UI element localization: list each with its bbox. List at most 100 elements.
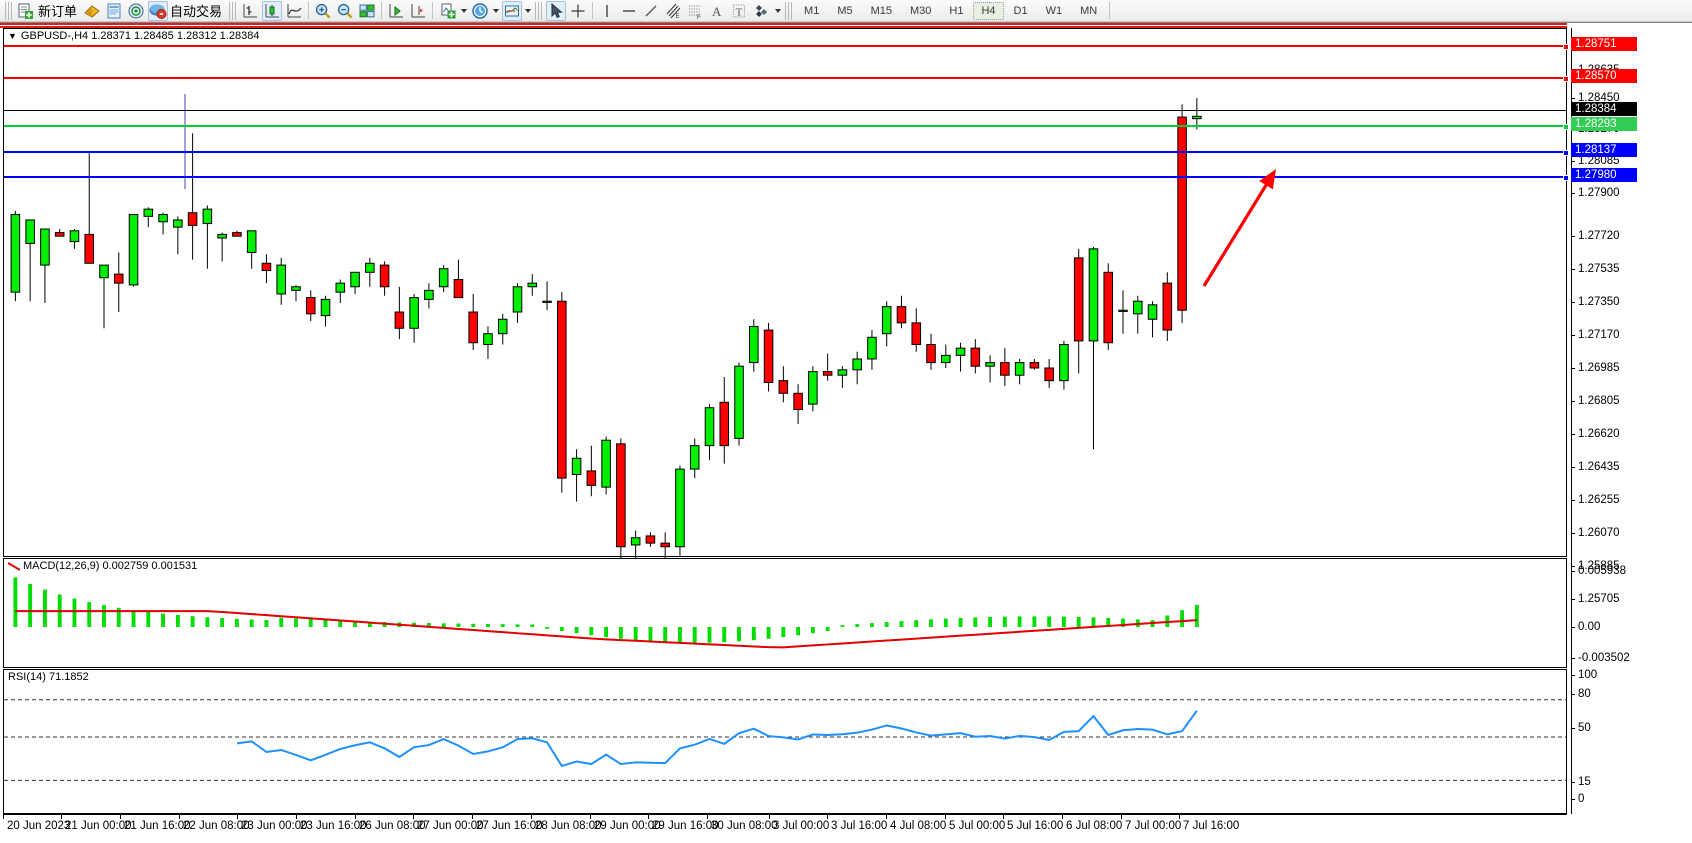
bar-chart-icon[interactable] [240,1,260,21]
fibonacci-icon[interactable]: F [685,1,705,21]
candlestick [453,259,464,299]
timeframe-group: M1 M5 M15 M30 H1 H4 D1 W1 MN [795,1,1106,20]
macd-legend-icon [8,562,20,571]
timeframe-button-mn[interactable]: MN [1080,4,1098,17]
scale-axis-line [1571,28,1572,814]
level-handle[interactable] [1563,150,1569,156]
scale-tick [1571,368,1575,369]
scale-tick-label: 1.28450 [1578,92,1620,104]
shapes-dropdown[interactable] [751,1,782,21]
level-line-1.27980[interactable] [4,175,1569,181]
templates-icon[interactable] [502,0,523,21]
timeframe-button-w1[interactable]: W1 [1045,4,1063,17]
level-line-1.28384[interactable] [4,110,1566,111]
timeframe-button-m5[interactable]: M5 [837,4,853,17]
timeframe-button-h4[interactable]: H4 [973,1,1004,20]
chevron-down-icon-3[interactable] [525,8,532,13]
time-axis-label: 23 Jun 00:00 [241,820,308,832]
price-tag-1.28751[interactable]: 1.28751 [1571,37,1637,51]
scale-tick [1571,401,1575,402]
zoom-out-icon[interactable] [335,1,355,21]
trendline-icon[interactable] [641,1,661,21]
text-label-icon[interactable]: A [707,1,727,21]
text-icon[interactable]: T [729,1,749,21]
chevron-down-icon-2[interactable] [493,8,500,13]
timeframe-button-h1[interactable]: H1 [949,4,964,17]
shapes-icon[interactable] [752,1,772,21]
toolbar-grip-2[interactable] [229,1,237,20]
add-indicator-dropdown[interactable] [437,1,468,21]
equidistant-channel-icon[interactable]: E [663,1,683,21]
price-tag-1.28293[interactable]: 1.28293 [1571,117,1637,131]
toolbar-grip-4[interactable] [785,1,793,20]
add-indicator-icon[interactable] [438,1,458,21]
scale-tick [1571,675,1575,676]
level-line-1.28293[interactable] [4,124,1569,130]
auto-scroll-icon[interactable] [408,1,428,21]
candlestick-chart-icon[interactable] [262,0,283,21]
time-axis-label: 3 Jul 16:00 [831,820,888,832]
level-line-1.28751[interactable] [4,44,1569,50]
toolbar-separator-4 [592,2,594,19]
toolbar-grip[interactable] [5,1,12,20]
macd-pane[interactable]: MACD(12,26,9) 0.002759 0.001531 [3,558,1567,668]
zoom-in-icon[interactable] [313,1,333,21]
autotrading-label[interactable]: 自动交易 [170,4,223,19]
rsi-pane[interactable]: RSI(14) 71.1852 [3,669,1567,814]
tile-windows-icon[interactable] [357,1,377,21]
candlestick [483,326,493,359]
level-handle[interactable] [1563,44,1569,50]
candlestick [867,330,877,370]
price-tag-1.27980[interactable]: 1.27980 [1571,168,1637,182]
level-line-1.28137[interactable] [4,150,1569,156]
templates-dropdown[interactable] [501,0,532,21]
shift-end-icon[interactable] [386,1,406,21]
timeframe-button-d1[interactable]: D1 [1013,4,1028,17]
level-line-1.28570[interactable] [4,76,1569,82]
timeframe-button-m15[interactable]: M15 [870,4,892,17]
toolbar-separator [308,2,310,19]
price-pane[interactable]: ▼ GBPUSD-,H4 1.28371 1.28485 1.28312 1.2… [3,28,1569,583]
arrow-head [1259,169,1276,190]
navigator-icon[interactable] [126,1,146,21]
cursor-icon[interactable] [546,0,567,21]
timeframe-button-m1[interactable]: M1 [804,4,820,17]
time-axis-tick [1062,814,1063,819]
new-order-icon[interactable] [16,1,36,21]
crosshair-icon[interactable] [568,1,588,21]
candlestick [158,212,168,235]
data-window-icon[interactable] [104,1,124,21]
candlestick [852,351,862,385]
toolbar-grip-3[interactable] [535,1,543,20]
expert-advisor-icon[interactable] [82,1,102,21]
scale-tick-label: 50 [1578,722,1591,734]
level-handle[interactable] [1563,76,1569,82]
scale-tick-label: 0.00 [1578,621,1601,633]
collapse-arrow-icon[interactable]: ▼ [8,31,17,41]
scale-tick-label: 0 [1578,793,1585,805]
bullish-arrow-annotation[interactable] [4,29,1566,556]
hline-icon[interactable] [619,1,639,21]
candlestick [350,271,360,294]
price-tag-1.28570[interactable]: 1.28570 [1571,69,1637,83]
scale-tick-label: 1.28085 [1578,155,1620,167]
level-handle[interactable] [1563,124,1569,130]
autotrading-icon[interactable] [148,0,169,21]
period-dropdown[interactable] [469,1,500,21]
new-order-label[interactable]: 新订单 [38,4,78,19]
price-tag-1.28137[interactable]: 1.28137 [1571,143,1637,157]
chevron-down-icon-4[interactable] [775,8,782,13]
svg-text:A: A [712,4,722,19]
time-axis-label: 7 Jul 00:00 [1125,820,1182,832]
candlestick [616,438,626,567]
chevron-down-icon[interactable] [461,8,468,13]
line-chart-icon[interactable] [284,1,304,21]
time-axis[interactable]: 20 Jun 2023 21 Jun 00:00 21 Jun 16:00 22 Ju… [3,814,1567,843]
level-handle[interactable] [1563,175,1569,181]
vline-icon[interactable] [597,1,617,21]
candlestick [512,283,523,323]
price-scale[interactable]: 1.286351.284501.282701.280851.279001.277… [1571,23,1692,814]
price-tag-1.28384[interactable]: 1.28384 [1571,102,1637,116]
timeframe-button-m30[interactable]: M30 [910,4,932,17]
period-icon[interactable] [470,1,490,21]
